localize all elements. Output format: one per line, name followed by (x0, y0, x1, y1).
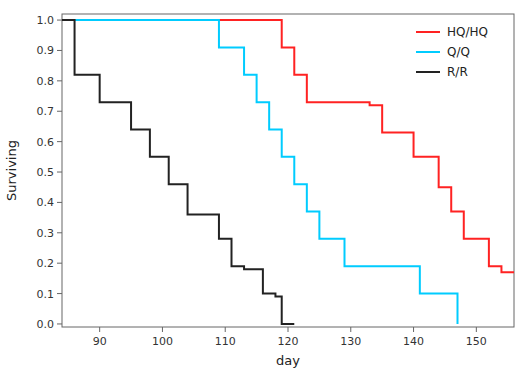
step-line (62, 20, 458, 324)
step-line (62, 20, 514, 272)
y-tick-label: 0.1 (37, 288, 55, 301)
y-tick-label: 0.3 (37, 227, 55, 240)
y-tick (57, 232, 62, 233)
x-tick (350, 327, 351, 332)
legend-label: HQ/HQ (447, 25, 488, 39)
x-tick (413, 327, 414, 332)
legend-swatch (416, 71, 440, 73)
legend-swatch (416, 31, 440, 33)
y-tick (57, 172, 62, 173)
x-tick (225, 327, 226, 332)
x-tick (99, 327, 100, 332)
y-tick-label: 0.6 (37, 136, 55, 149)
step-line (62, 20, 294, 324)
y-tick (57, 202, 62, 203)
y-tick (57, 50, 62, 51)
series-group (62, 20, 514, 324)
y-tick-label: 0.9 (37, 44, 55, 57)
y-tick-label: 0.7 (37, 105, 55, 118)
y-tick (57, 20, 62, 21)
y-tick (57, 141, 62, 142)
y-tick (57, 323, 62, 324)
y-tick (57, 293, 62, 294)
legend-label: Q/Q (447, 45, 470, 59)
x-tick-label: 150 (466, 335, 487, 348)
legend-label: R/R (447, 65, 468, 79)
legend-swatch (416, 51, 440, 53)
legend: HQ/HQ Q/Q R/R (416, 25, 488, 79)
y-tick-label: 0.4 (37, 196, 55, 209)
plot-frame (62, 14, 514, 327)
x-tick-label: 120 (278, 335, 299, 348)
chart: 90 100 110 120 130 140 150 0.0 0.1 0.2 0.3 0.4 0.5 0.… (0, 0, 528, 375)
y-tick (57, 80, 62, 81)
y-tick-label: 0.2 (37, 257, 55, 270)
x-tick-label: 90 (93, 335, 107, 348)
x-tick-label: 110 (215, 335, 236, 348)
y-tick (57, 111, 62, 112)
y-tick-label: 0.5 (37, 166, 55, 179)
x-tick (476, 327, 477, 332)
x-tick-label: 130 (340, 335, 361, 348)
y-tick (57, 263, 62, 264)
x-tick (288, 327, 289, 332)
x-tick (162, 327, 163, 332)
y-tick-label: 1.0 (37, 14, 55, 27)
y-tick-label: 0.8 (37, 75, 55, 88)
y-tick-label: 0.0 (37, 318, 55, 331)
y-axis-label: Surviving (4, 140, 19, 201)
x-tick-label: 140 (403, 335, 424, 348)
x-tick-label: 100 (152, 335, 173, 348)
x-axis-label: day (276, 353, 300, 368)
